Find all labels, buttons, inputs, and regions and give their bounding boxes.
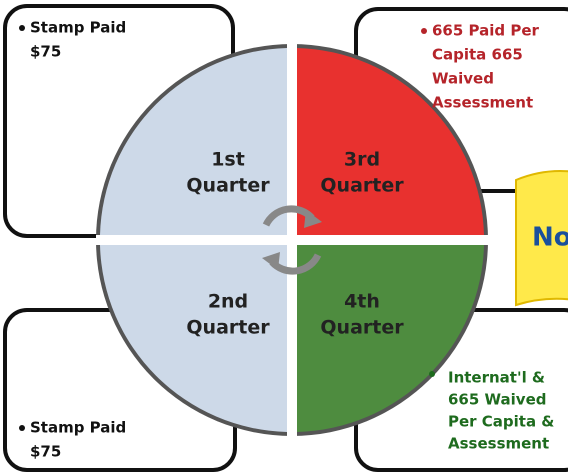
- box-text: Stamp Paid: [30, 419, 126, 437]
- arrow-head: [304, 210, 322, 228]
- box-text: Capita 665: [432, 46, 523, 64]
- quadrant-label: 3rd: [344, 149, 380, 171]
- box-text: Per Capita &: [448, 413, 554, 431]
- box-text: Assessment: [448, 435, 549, 453]
- quadrant-label: Quarter: [320, 175, 404, 197]
- quadrant: [297, 245, 484, 432]
- quadrant-label: 4th: [344, 291, 380, 313]
- box-text: 665 Paid Per: [432, 22, 540, 40]
- tab-label: No: [532, 223, 568, 253]
- box-text: 665 Waived: [448, 391, 547, 409]
- box-text: Stamp Paid: [30, 19, 126, 37]
- quadrant-label: Quarter: [320, 317, 404, 339]
- arrow-head: [262, 252, 280, 270]
- quadrant: [100, 48, 287, 235]
- divider: [287, 44, 297, 436]
- bullet: [429, 371, 435, 377]
- quadrant-label: 1st: [211, 149, 245, 171]
- box-text: Waived: [432, 70, 494, 88]
- box-text: $75: [30, 443, 61, 461]
- quadrant: [297, 48, 484, 235]
- tab: [515, 170, 568, 307]
- quadrant-label: 2nd: [208, 291, 248, 313]
- box-text: $75: [30, 43, 61, 61]
- quadrant: [100, 245, 287, 432]
- box-text: Internat'l &: [448, 369, 545, 387]
- box-text: Assessment: [432, 94, 533, 112]
- bullet: [421, 28, 427, 34]
- bullet: [19, 25, 25, 31]
- bullet: [19, 425, 25, 431]
- quadrant-label: Quarter: [186, 317, 270, 339]
- quadrant-label: Quarter: [186, 175, 270, 197]
